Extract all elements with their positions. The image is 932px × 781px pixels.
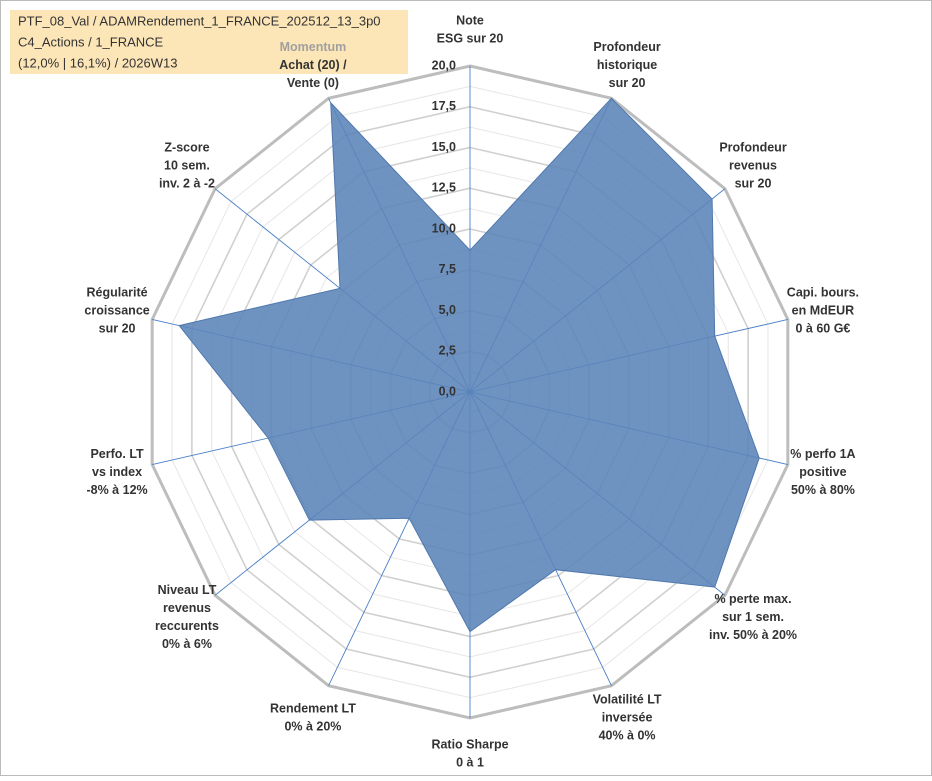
category-label: positive [799,465,846,479]
r-tick-label: 7,5 [439,262,456,276]
r-tick-label: 20,0 [432,58,456,72]
r-tick-label: 10,0 [432,221,456,235]
category-label: Profondeur [593,40,660,54]
category-label: 0 à 1 [456,755,484,769]
r-tick-label: 17,5 [432,99,456,113]
category-label: 0 à 60 G€ [795,322,850,336]
category-label: Ratio Sharpe [431,737,508,751]
category-label: 10 sem. [164,159,210,173]
category-label: Rendement LT [270,701,356,715]
category-label: 50% à 80% [791,483,855,497]
category-label: ESG sur 20 [437,31,504,45]
title-line: C4_Actions / 1_FRANCE [18,34,164,49]
category-label: Volatilité LT [593,692,662,706]
category-label: inv. 50% à 20% [709,628,797,642]
category-label: sur 20 [99,322,136,336]
category-label: Niveau LT [158,583,217,597]
plot [178,97,760,633]
category-label: Achat (20) / [279,58,347,72]
category-label: revenus [163,601,211,615]
category-label: sur 20 [735,177,772,191]
category-label: 0% à 6% [162,637,212,651]
category-label: % perfo 1A [790,447,855,461]
r-tick-label: 2,5 [439,344,456,358]
r-tick-label: 15,0 [432,140,456,154]
category-label: en MdEUR [792,304,855,318]
category-label: Momentum [280,40,347,54]
category-label: reccurents [155,619,219,633]
category-label: sur 1 sem. [722,610,784,624]
category-label: Capi. bours. [787,286,859,300]
category-label: Profondeur [719,141,786,155]
labels: 0,0 2,5 5,0 7,5 10,0 12,5 15,0 17,5 20,0 Note ESG … [84,13,859,769]
category-label: croissance [84,304,149,318]
r-tick-label: 12,5 [432,181,456,195]
category-label: Perfo. LT [90,447,144,461]
title-line: PTF_08_Val / ADAMRendement_1_FRANCE_2025… [18,13,381,28]
header: PTF_08_Val / ADAMRendement_1_FRANCE_2025… [18,13,381,70]
category-label: revenus [729,159,777,173]
category-label: 0% à 20% [284,719,341,733]
category-label: % perte max. [714,592,791,606]
category-label: Z-score [164,141,209,155]
radar-area [178,97,760,633]
category-label: inv. 2 à -2 [159,177,215,191]
category-label: inversée [602,710,653,724]
category-label: historique [597,58,657,72]
category-label: sur 20 [609,76,646,90]
category-label: 40% à 0% [599,728,656,742]
category-label: Régularité [87,286,148,300]
header-box [10,10,408,74]
r-tick-label: 5,0 [439,303,456,317]
category-label: Vente (0) [287,76,339,90]
category-label: vs index [92,465,142,479]
category-label: -8% à 12% [86,483,147,497]
r-tick-label: 0,0 [439,384,456,398]
category-label: Note [456,13,484,27]
title-line: (12,0% | 16,1%) / 2026W13 [18,55,177,70]
